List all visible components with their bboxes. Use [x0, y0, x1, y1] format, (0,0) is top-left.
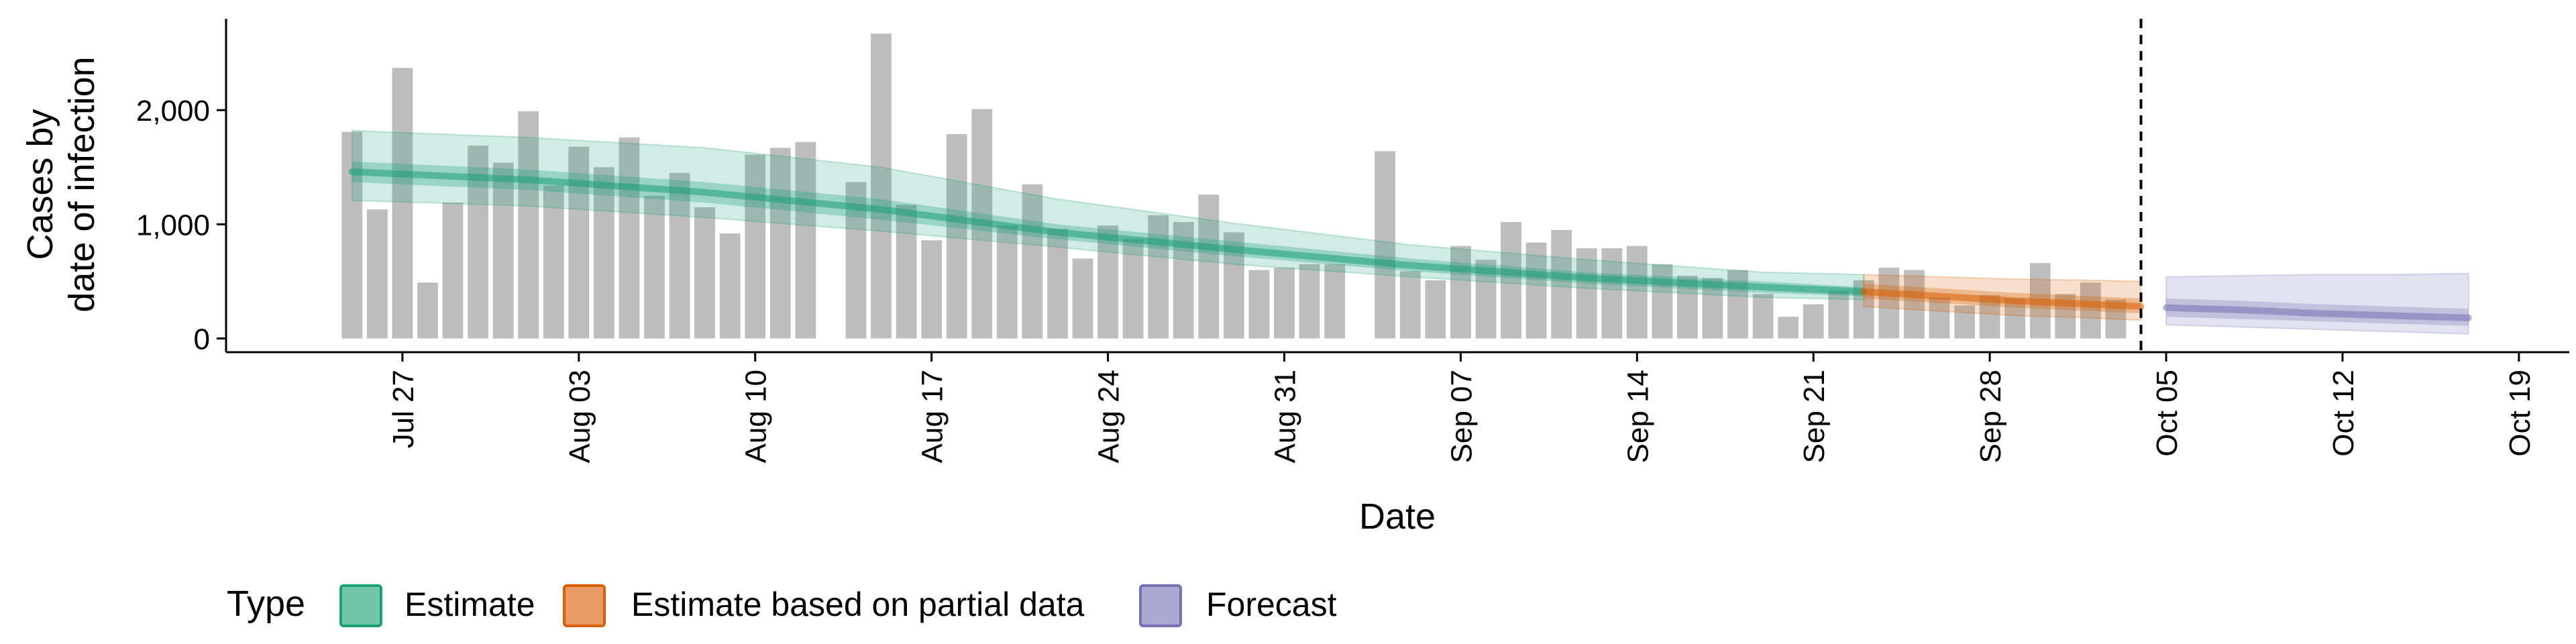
legend-swatch-forecast [1139, 584, 1182, 627]
case-bar [1576, 248, 1597, 339]
case-bar [1601, 248, 1623, 339]
x-tick-label: Aug 31 [1269, 370, 1302, 463]
case-bar [644, 195, 665, 339]
y-axis-ticks: 0 1,000 2,000 [136, 95, 226, 356]
case-bar [1501, 222, 1521, 339]
x-tick-label: Sep 28 [1974, 370, 2007, 463]
x-axis-ticks: Jul 27 Aug 03 Aug 10 Aug 17 Aug 24 Aug 31 Sep … [387, 352, 2536, 463]
x-tick-label: Oct 12 [2327, 370, 2360, 457]
case-bar [1047, 229, 1068, 339]
case-bar [392, 68, 413, 339]
y-axis-label-line-1: Cases by [20, 109, 60, 260]
case-bar [367, 209, 388, 339]
case-bar [1122, 239, 1144, 339]
case-bar [1299, 264, 1320, 339]
case-bar [1022, 184, 1043, 339]
case-bar [417, 282, 438, 339]
case-bar [1425, 280, 1446, 339]
legend-swatch-estimate [339, 584, 382, 627]
case-bar [1904, 270, 1925, 339]
case-bar [1072, 258, 1093, 339]
x-tick-label: Oct 05 [2151, 370, 2184, 457]
case-bar [745, 154, 766, 339]
case-bar [694, 207, 715, 339]
x-tick-label: Sep 07 [1445, 370, 1478, 463]
case-bar [1274, 268, 1295, 339]
case-bar [1878, 268, 1900, 339]
legend-label-partial: Estimate based on partial data [631, 586, 1085, 623]
case-bar [1450, 246, 1471, 339]
case-bar [442, 203, 464, 339]
case-bar [871, 34, 892, 339]
case-bar [1148, 215, 1169, 339]
case-bar [1097, 225, 1118, 339]
case-bar [1375, 151, 1396, 339]
case-bar [1778, 317, 1799, 339]
case-bar [1399, 271, 1421, 339]
partial-median-line [1860, 288, 2145, 310]
case-bar [1248, 270, 1270, 339]
x-tick-label: Aug 10 [740, 370, 773, 463]
legend-item-partial: Estimate based on partial data [563, 584, 1085, 627]
case-bar [2080, 282, 2101, 339]
case-bar [1626, 246, 1648, 339]
case-bar [1727, 270, 1748, 339]
case-bar [1752, 294, 1774, 339]
x-tick-label: Aug 24 [1093, 370, 1126, 463]
case-bar [1929, 297, 1950, 339]
estimate-bands [348, 129, 2472, 335]
case-bar [341, 131, 363, 339]
case-bar [921, 240, 943, 339]
y-tick-label: 0 [194, 323, 210, 356]
x-tick-label: Oct 19 [2504, 370, 2536, 457]
case-bar [1198, 195, 1220, 339]
case-bar [568, 146, 590, 339]
case-bar [1525, 242, 1547, 339]
case-bar [769, 148, 791, 339]
forecast-median-line [2163, 304, 2472, 321]
case-bar [1324, 264, 1345, 339]
y-tick-label: 1,000 [136, 209, 210, 241]
case-bar [518, 111, 539, 339]
case-bar [946, 133, 967, 339]
estimate-median-line [348, 168, 1868, 295]
case-bar [619, 138, 640, 339]
x-tick-label: Sep 21 [1798, 370, 1831, 463]
case-bar [795, 142, 816, 339]
x-tick-label: Aug 03 [564, 370, 596, 463]
case-bar [996, 225, 1018, 339]
case-bar [719, 233, 741, 339]
legend-label-estimate: Estimate [405, 586, 535, 623]
estimate-outer-band [351, 129, 1865, 301]
case-bar [492, 162, 514, 339]
x-axis-label: Date [1359, 496, 1436, 537]
case-bar [896, 205, 917, 339]
legend-item-forecast: Forecast [1139, 584, 1337, 627]
case-bar [1828, 290, 1849, 339]
y-axis-label-line-2: date of infection [62, 56, 102, 312]
legend-label-forecast: Forecast [1206, 586, 1337, 623]
case-bar [1551, 229, 1572, 339]
case-bar [1803, 304, 1824, 339]
case-bar [1652, 264, 1673, 339]
x-tick-label: Jul 27 [387, 370, 420, 448]
case-bar [1954, 305, 1975, 339]
legend-title: Type [227, 584, 305, 624]
x-tick-label: Aug 17 [916, 370, 949, 463]
case-bar [594, 167, 614, 339]
case-bar [669, 172, 690, 339]
case-bar [2004, 299, 2026, 339]
y-tick-label: 2,000 [136, 95, 210, 127]
legend: Type Estimate Estimate based on partial … [227, 584, 1337, 627]
case-bar [543, 185, 564, 339]
legend-swatch-partial [563, 584, 606, 627]
x-tick-label: Sep 14 [1621, 370, 1654, 463]
legend-item-estimate: Estimate [339, 584, 535, 627]
